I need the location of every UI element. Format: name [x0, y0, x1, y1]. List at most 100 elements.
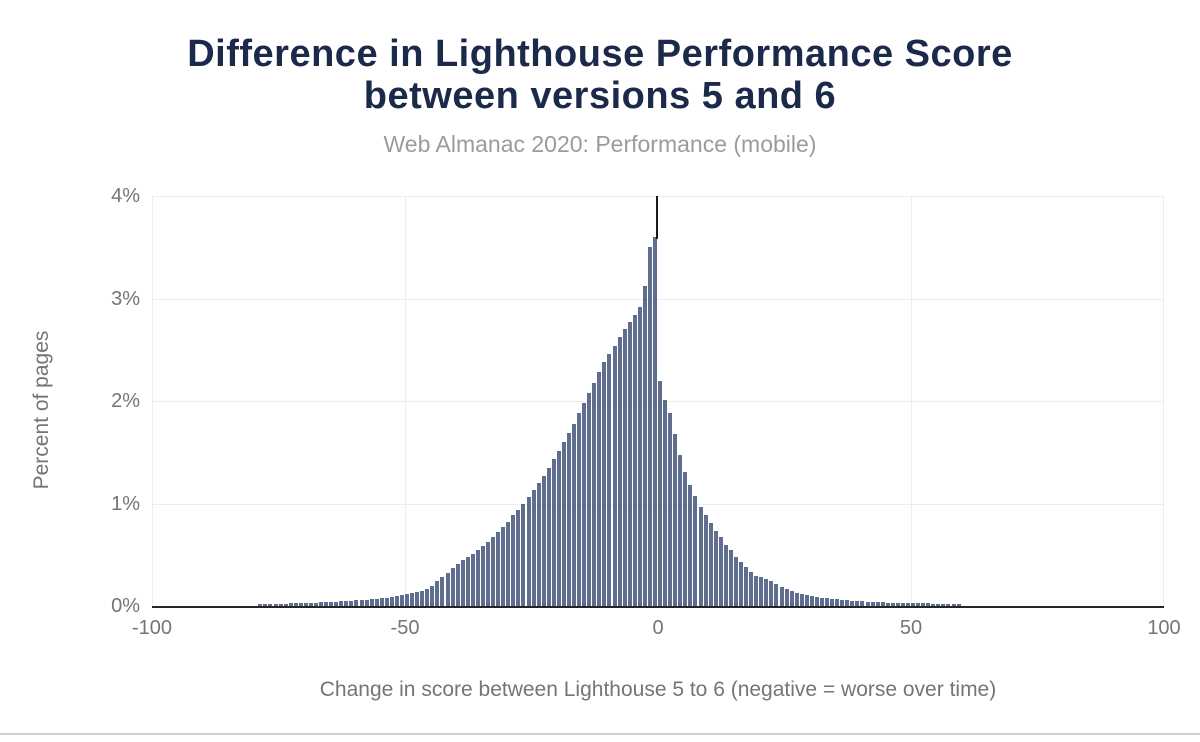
- histogram-bar: [541, 475, 546, 606]
- histogram-bar: [845, 600, 850, 606]
- histogram-bar: [936, 603, 941, 606]
- histogram-bar: [749, 572, 754, 606]
- histogram-bar: [313, 602, 318, 606]
- histogram-bar: [850, 600, 855, 606]
- histogram-bar: [769, 581, 774, 606]
- histogram-bar: [470, 553, 475, 606]
- histogram-bar: [303, 602, 308, 606]
- histogram-bar: [799, 593, 804, 606]
- histogram-bar: [774, 584, 779, 606]
- histogram-bar: [506, 521, 511, 606]
- histogram-bar: [658, 380, 663, 606]
- histogram-bar: [728, 549, 733, 606]
- histogram-bar: [895, 602, 900, 606]
- histogram-bar: [622, 329, 627, 606]
- histogram-bar: [405, 593, 410, 606]
- histogram-bar: [410, 592, 415, 606]
- histogram-bar: [521, 503, 526, 606]
- histogram-bar: [617, 337, 622, 606]
- histogram-bar: [354, 599, 359, 606]
- histogram-bar: [900, 602, 905, 606]
- histogram-bar: [668, 413, 673, 606]
- histogram-bar: [511, 514, 516, 606]
- histogram-bar: [744, 567, 749, 606]
- histogram-bar: [556, 451, 561, 606]
- histogram-bar: [779, 586, 784, 606]
- histogram-bar: [723, 544, 728, 606]
- gridline-x100: [1163, 196, 1164, 606]
- histogram-bar: [612, 345, 617, 606]
- histogram-bar: [814, 596, 819, 606]
- histogram-bar: [546, 467, 551, 606]
- histogram-bar: [324, 601, 329, 606]
- histogram-bar: [602, 362, 607, 606]
- histogram-bar: [384, 597, 389, 606]
- histogram-bar: [364, 599, 369, 606]
- histogram-bar: [339, 600, 344, 606]
- histogram-bar: [551, 459, 556, 606]
- histogram-bar: [445, 573, 450, 606]
- x-tick-label: -50: [390, 617, 420, 639]
- histogram-bar: [708, 522, 713, 606]
- histogram-bar: [531, 490, 536, 606]
- histogram-bar: [819, 597, 824, 606]
- histogram-bar: [389, 596, 394, 606]
- gridline-3pct: [152, 299, 1164, 300]
- histogram-bar: [653, 237, 657, 606]
- histogram-bar: [278, 603, 283, 606]
- histogram-bar: [906, 602, 910, 606]
- histogram-bar: [329, 601, 334, 606]
- histogram-bar: [435, 581, 440, 606]
- histogram-bar: [916, 603, 921, 606]
- histogram-bar: [308, 602, 313, 606]
- histogram-bar: [430, 585, 435, 606]
- gridline-x50: [911, 196, 912, 606]
- histogram-bar: [293, 602, 298, 606]
- page-title: Difference in Lighthouse Performance Sco…: [0, 33, 1200, 117]
- histogram-bar: [319, 601, 324, 606]
- histogram-bar: [698, 506, 703, 606]
- histogram-bar: [835, 599, 840, 606]
- histogram-bar: [491, 537, 496, 606]
- histogram-bar: [921, 603, 926, 606]
- histogram-bar: [703, 514, 708, 606]
- histogram-bar: [754, 576, 759, 606]
- histogram-bar: [890, 602, 895, 606]
- histogram-bar: [647, 247, 652, 606]
- y-tick-label: 0%: [111, 595, 140, 617]
- histogram-bar: [804, 594, 809, 606]
- histogram-bar: [809, 595, 814, 606]
- histogram-bar: [875, 602, 880, 606]
- histogram-bar: [713, 531, 718, 606]
- histogram-bar: [298, 602, 303, 606]
- histogram-bar: [855, 600, 860, 606]
- histogram-bar: [394, 595, 399, 606]
- histogram-bar: [688, 485, 693, 606]
- histogram-bar: [273, 603, 278, 606]
- histogram-bar: [349, 600, 354, 606]
- histogram-bar: [637, 306, 642, 606]
- histogram-bar: [683, 471, 688, 606]
- histogram-bar: [566, 432, 571, 606]
- histogram-bar: [830, 598, 835, 606]
- histogram-bar: [870, 601, 875, 606]
- histogram-bar: [885, 602, 890, 606]
- histogram-bar: [865, 601, 870, 606]
- histogram-bar: [627, 322, 632, 606]
- y-tick-label: 1%: [111, 493, 140, 515]
- histogram-bar: [486, 542, 491, 606]
- histogram-bar: [759, 577, 764, 606]
- histogram-bar: [931, 603, 936, 606]
- histogram-bar: [450, 568, 455, 606]
- histogram-bar: [582, 403, 587, 606]
- histogram-bar: [572, 423, 577, 606]
- histogram-bar: [496, 532, 501, 606]
- histogram-bar: [440, 577, 445, 606]
- histogram-bar: [379, 597, 384, 606]
- histogram-bar: [911, 603, 916, 606]
- histogram-bar: [693, 496, 698, 606]
- histogram-bar: [718, 537, 723, 606]
- histogram-bar: [263, 603, 268, 606]
- histogram-bar: [789, 590, 794, 606]
